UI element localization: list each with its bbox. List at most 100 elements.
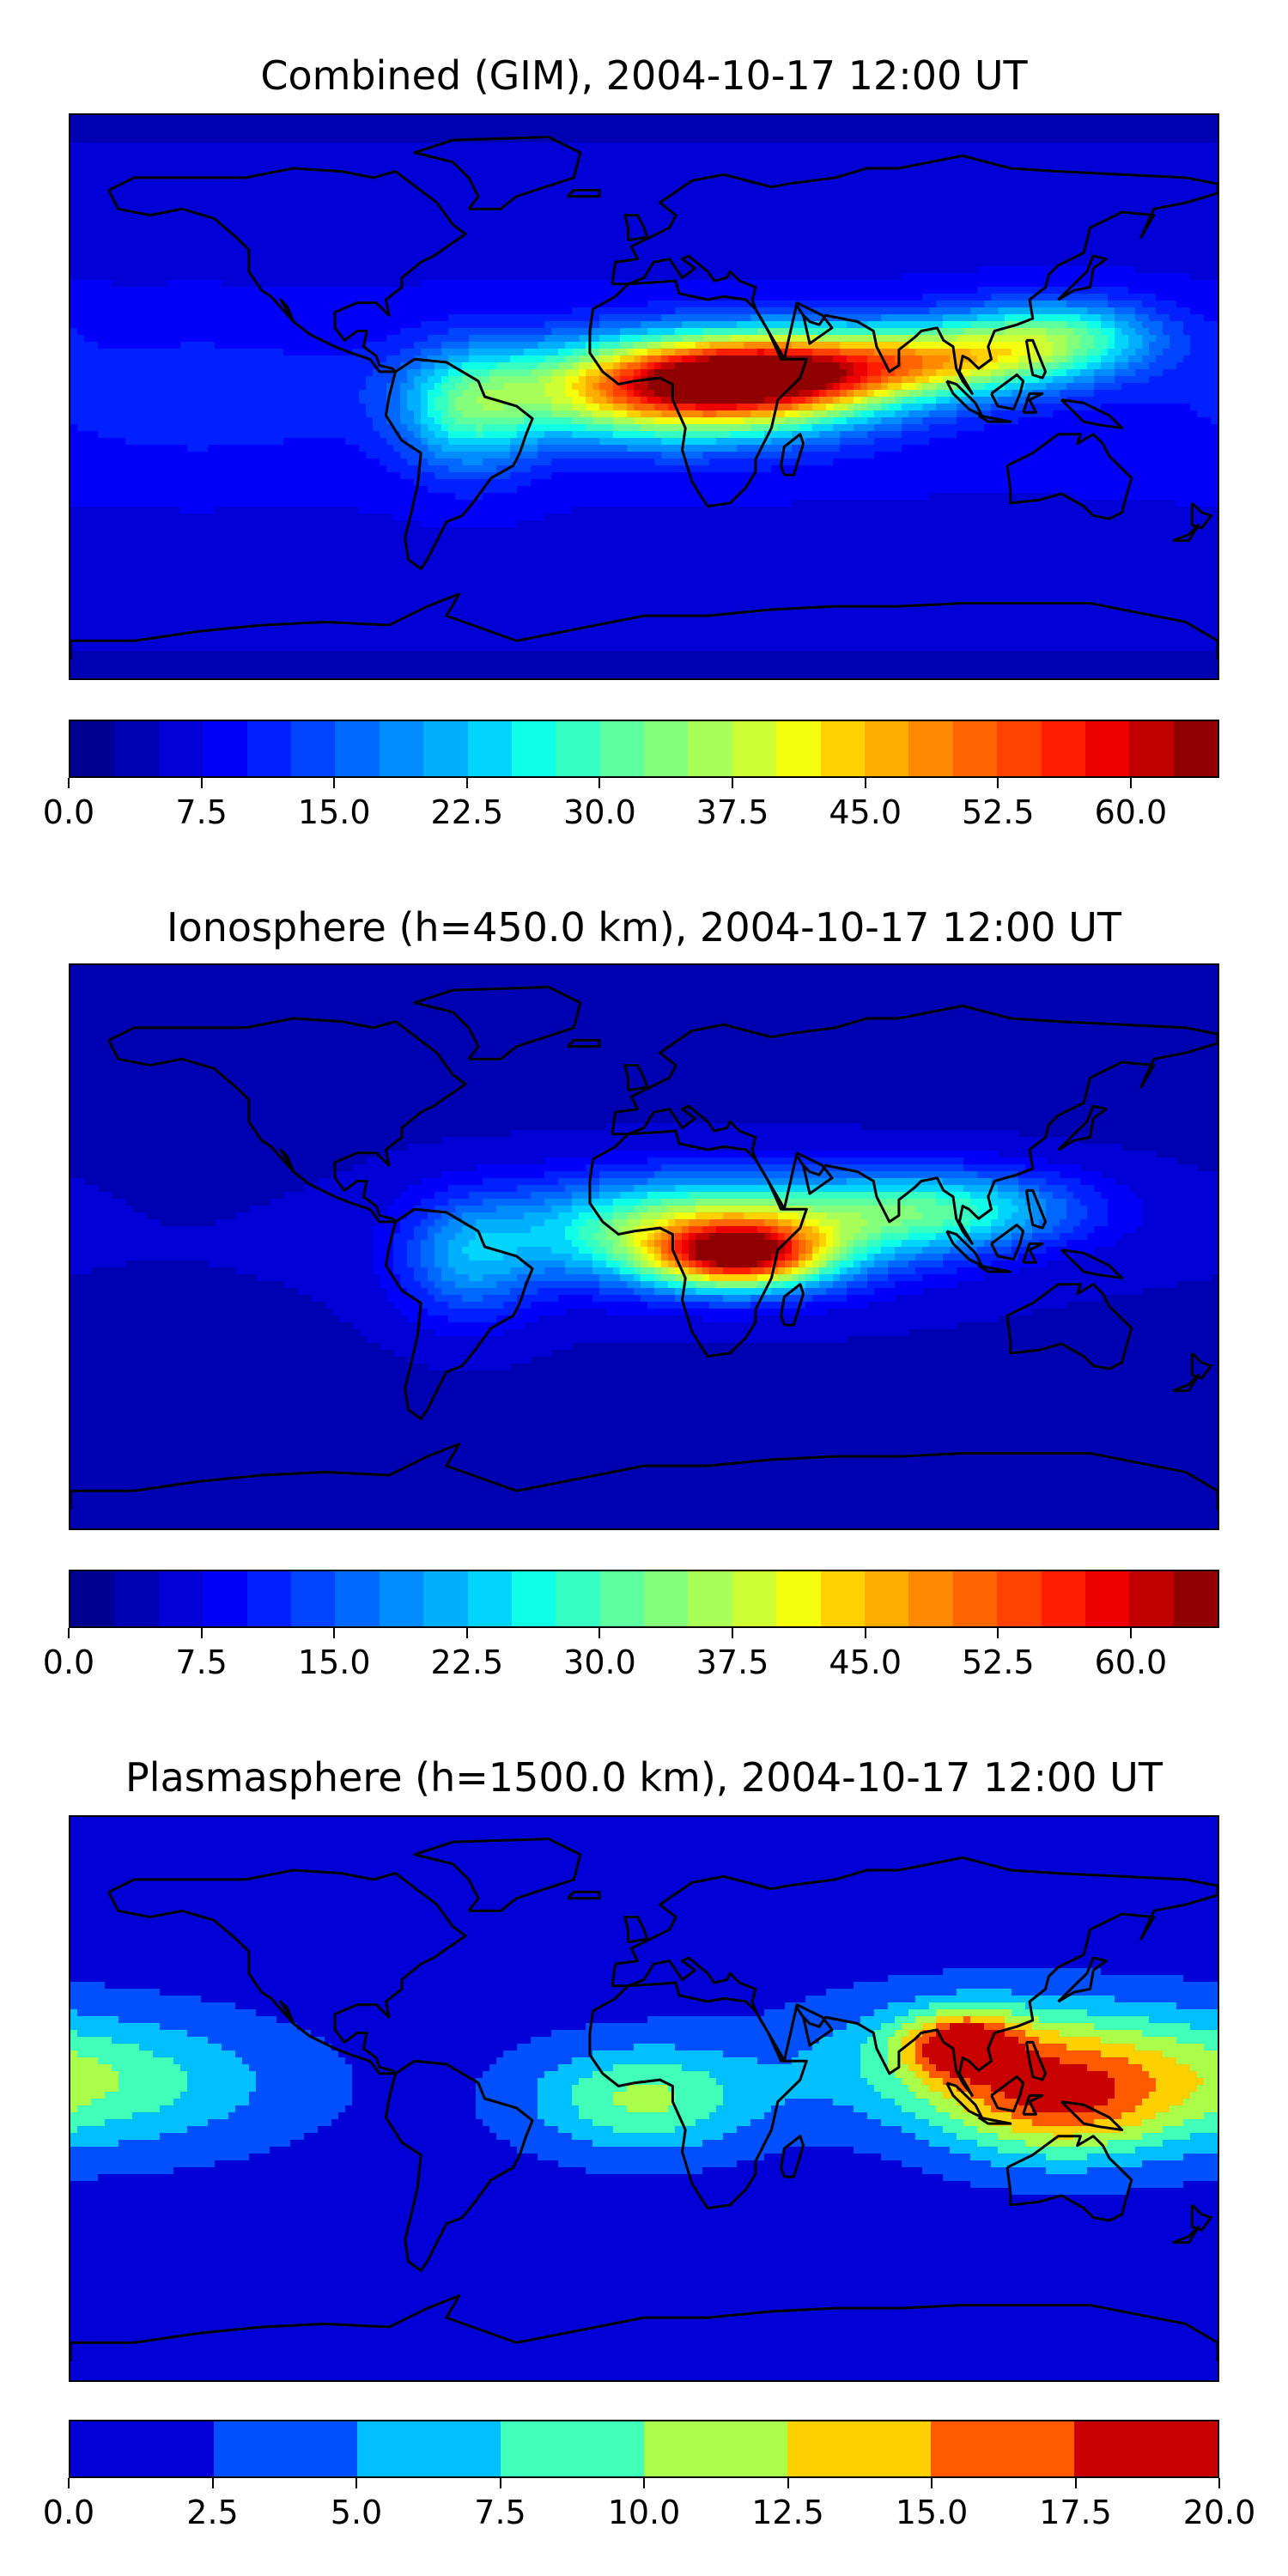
heatmap-cell bbox=[1142, 252, 1150, 260]
heatmap-cell bbox=[1005, 191, 1012, 198]
heatmap-cell bbox=[297, 218, 305, 226]
heatmap-cell bbox=[860, 211, 868, 219]
heatmap-cell bbox=[146, 149, 154, 157]
heatmap-cell bbox=[256, 314, 264, 322]
heatmap-cell bbox=[963, 177, 971, 185]
heatmap-cell bbox=[118, 122, 126, 130]
heatmap-cell bbox=[380, 211, 387, 219]
heatmap-cell bbox=[1039, 252, 1047, 260]
heatmap-cell bbox=[1190, 204, 1198, 212]
heatmap-cell bbox=[1183, 156, 1191, 164]
heatmap-cell bbox=[915, 314, 923, 322]
heatmap-cell bbox=[77, 246, 85, 253]
heatmap-cell bbox=[270, 218, 277, 226]
heatmap-cell bbox=[428, 129, 435, 137]
heatmap-cell bbox=[187, 149, 195, 157]
heatmap-cell bbox=[1128, 143, 1136, 150]
heatmap-cell bbox=[757, 280, 765, 288]
heatmap-cell bbox=[895, 259, 902, 267]
heatmap-cell bbox=[957, 307, 964, 315]
heatmap-cell bbox=[1101, 314, 1109, 322]
heatmap-cell bbox=[1121, 129, 1129, 137]
heatmap-cell bbox=[524, 197, 532, 205]
heatmap-cell bbox=[517, 287, 525, 295]
heatmap-cell bbox=[627, 197, 635, 205]
heatmap-cell bbox=[235, 314, 243, 322]
heatmap-cell bbox=[469, 218, 477, 226]
heatmap-cell bbox=[215, 143, 222, 150]
heatmap-cell bbox=[283, 287, 291, 295]
heatmap-cell bbox=[661, 177, 669, 185]
heatmap-cell bbox=[112, 252, 119, 260]
heatmap-cell bbox=[860, 197, 868, 205]
heatmap-cell bbox=[325, 259, 332, 267]
heatmap-cell bbox=[139, 191, 147, 198]
heatmap-cell bbox=[455, 246, 463, 253]
heatmap-cell bbox=[613, 232, 621, 240]
heatmap-cell bbox=[112, 301, 119, 308]
heatmap-cell bbox=[359, 149, 367, 157]
heatmap-cell bbox=[943, 225, 951, 233]
heatmap-cell bbox=[366, 280, 374, 288]
heatmap-cell bbox=[771, 149, 779, 157]
heatmap-cell bbox=[613, 115, 621, 123]
heatmap-cell bbox=[139, 143, 147, 150]
heatmap-cell bbox=[833, 307, 841, 315]
heatmap-cell bbox=[544, 307, 552, 315]
heatmap-cell bbox=[496, 211, 504, 219]
heatmap-cell bbox=[957, 252, 964, 260]
heatmap-cell bbox=[393, 163, 401, 171]
heatmap-cell bbox=[77, 191, 85, 198]
heatmap-cell bbox=[613, 156, 621, 164]
heatmap-cell bbox=[1115, 143, 1122, 150]
heatmap-cell bbox=[510, 225, 518, 233]
heatmap-cell bbox=[167, 273, 174, 281]
heatmap-cell bbox=[1204, 115, 1212, 123]
heatmap-cell bbox=[709, 129, 717, 137]
heatmap-cell bbox=[414, 280, 422, 288]
heatmap-cell bbox=[249, 156, 257, 164]
heatmap-cell bbox=[167, 301, 174, 308]
heatmap-cell bbox=[524, 301, 532, 308]
heatmap-cell bbox=[311, 232, 319, 240]
heatmap-cell bbox=[331, 149, 339, 157]
heatmap-cell bbox=[854, 177, 861, 185]
heatmap-cell bbox=[434, 149, 442, 157]
heatmap-cell bbox=[359, 143, 367, 150]
heatmap-cell bbox=[517, 307, 525, 315]
heatmap-cell bbox=[902, 149, 909, 157]
heatmap-cell bbox=[764, 232, 772, 240]
heatmap-cell bbox=[799, 156, 806, 164]
heatmap-cell bbox=[352, 246, 360, 253]
heatmap-cell bbox=[531, 129, 538, 137]
heatmap-cell bbox=[696, 156, 703, 164]
heatmap-cell bbox=[702, 136, 710, 143]
heatmap-cell bbox=[325, 314, 332, 322]
heatmap-cell bbox=[792, 287, 799, 295]
heatmap-cell bbox=[1197, 259, 1205, 267]
heatmap-cell bbox=[723, 122, 731, 130]
heatmap-cell bbox=[496, 266, 504, 274]
heatmap-cell bbox=[173, 287, 181, 295]
heatmap-cell bbox=[888, 191, 896, 198]
heatmap-cell bbox=[757, 156, 765, 164]
heatmap-cell bbox=[1018, 129, 1026, 137]
heatmap-cell bbox=[867, 191, 875, 198]
heatmap-cell bbox=[222, 307, 229, 315]
heatmap-cell bbox=[483, 115, 490, 123]
heatmap-cell bbox=[867, 122, 875, 130]
heatmap-cell bbox=[785, 273, 793, 281]
heatmap-cell bbox=[867, 170, 875, 178]
heatmap-cell bbox=[1053, 307, 1060, 315]
heatmap-cell bbox=[1053, 246, 1060, 253]
heatmap-cell bbox=[297, 287, 305, 295]
heatmap-cell bbox=[1176, 136, 1184, 143]
heatmap-cell bbox=[125, 273, 133, 281]
heatmap-cell bbox=[1128, 246, 1136, 253]
heatmap-cell bbox=[668, 197, 676, 205]
heatmap-cell bbox=[854, 129, 861, 137]
heatmap-cell bbox=[805, 115, 813, 123]
heatmap-cell bbox=[998, 287, 1005, 295]
heatmap-cell bbox=[737, 259, 744, 267]
heatmap-cell bbox=[98, 170, 106, 178]
